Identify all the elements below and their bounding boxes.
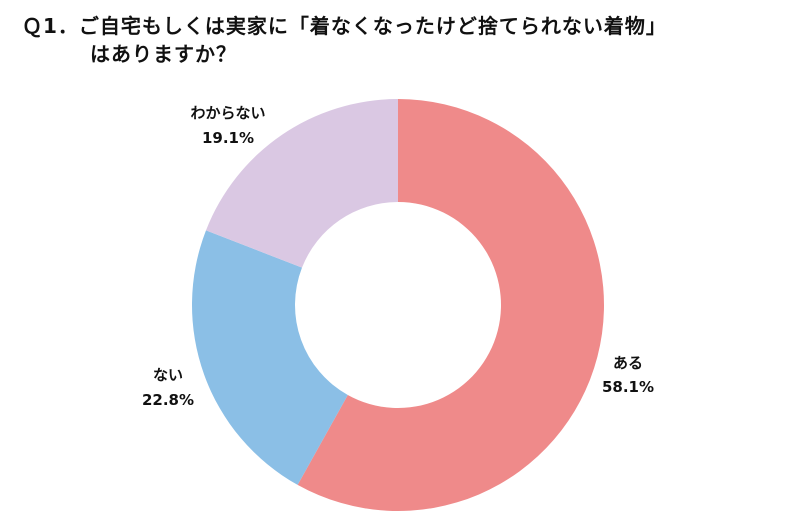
slice-name-label: ない bbox=[153, 366, 183, 384]
slice-value-label: 22.8% bbox=[142, 391, 194, 409]
slice-3 bbox=[205, 99, 398, 268]
chart-title: Ｑ1．ご自宅もしくは実家に「着なくなったけど捨てられない着物」 はありますか？ bbox=[22, 12, 792, 68]
donut-slices bbox=[191, 99, 604, 511]
slice-value-label: 19.1% bbox=[202, 129, 254, 147]
chart-title-line-2: はありますか？ bbox=[90, 42, 237, 66]
slice-name-label: わからない bbox=[190, 104, 265, 122]
slice-2 bbox=[191, 230, 348, 485]
chart-title-line-1: Ｑ1．ご自宅もしくは実家に「着なくなったけど捨てられない着物」 bbox=[22, 14, 667, 38]
slice-labels: ある 58.1% ない 22.8% わからない 19.1% bbox=[142, 104, 654, 409]
slice-1 bbox=[297, 99, 604, 511]
slice-value-label: 58.1% bbox=[602, 378, 654, 396]
slice-name-label: ある bbox=[613, 354, 643, 372]
